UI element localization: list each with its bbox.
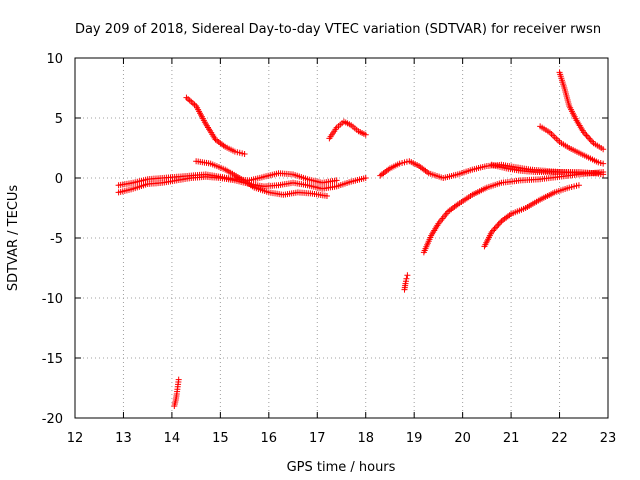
data-point-sat-j [494, 222, 501, 229]
data-point-sat-h [403, 275, 410, 282]
data-point-sat-h [404, 272, 411, 279]
data-point-sat-f [362, 131, 369, 138]
y-tick-label: 10 [46, 52, 63, 67]
x-tick-label: 13 [115, 431, 132, 446]
data-point-sat-j [575, 182, 582, 189]
plot-frame [74, 57, 609, 419]
data-point-sat-c [241, 151, 248, 157]
data-point-sat-l [589, 138, 596, 145]
data-point-sat-d [323, 193, 330, 199]
data-point-sat-l [584, 134, 591, 141]
grid-lines [75, 58, 608, 418]
axis-ticks: 12 13 14 15 16 17 18 19 20 21 22 23 -20 -15 -10 -5 0 5 10 [42, 52, 617, 446]
x-tick-label: 23 [600, 431, 617, 446]
x-tick-label: 12 [67, 431, 84, 446]
x-axis-label: GPS time / hours [287, 460, 396, 475]
x-tick-label: 18 [357, 431, 374, 446]
chart-title: Day 209 of 2018, Sidereal Day-to-day VTE… [75, 22, 601, 37]
x-tick-label: 14 [164, 431, 181, 446]
data-point-sat-l [586, 135, 593, 142]
data-point-sat-j [497, 219, 504, 226]
x-tick-label: 16 [261, 431, 278, 446]
x-tick-label: 17 [309, 431, 326, 446]
x-tick-label: 15 [212, 431, 229, 446]
data-point-sat-j [491, 225, 498, 232]
data-point-sat-m [600, 171, 607, 178]
data-point-sat-l [587, 137, 594, 144]
y-tick-label: -20 [42, 412, 63, 427]
data-point-sat-e [175, 376, 182, 383]
data-point-sat-b [333, 177, 340, 184]
data-point-sat-j [492, 224, 499, 231]
y-tick-label: 0 [55, 172, 63, 187]
y-tick-label: 5 [55, 112, 63, 127]
data-point-sat-l [583, 132, 590, 139]
y-tick-label: -15 [42, 352, 63, 367]
data-point-sat-l [600, 146, 607, 153]
x-tick-label: 20 [454, 431, 471, 446]
data-point-sat-j [495, 221, 502, 228]
data-point-sat-k [600, 160, 607, 167]
y-tick-label: -5 [50, 232, 63, 247]
x-tick-label: 22 [551, 431, 568, 446]
data-point-sat-a [362, 175, 369, 181]
data-points [115, 69, 607, 409]
x-tick-label: 19 [406, 431, 423, 446]
y-axis-label: SDTVAR / TECUs [6, 185, 21, 292]
y-tick-label: -10 [42, 292, 63, 307]
x-tick-label: 21 [503, 431, 520, 446]
